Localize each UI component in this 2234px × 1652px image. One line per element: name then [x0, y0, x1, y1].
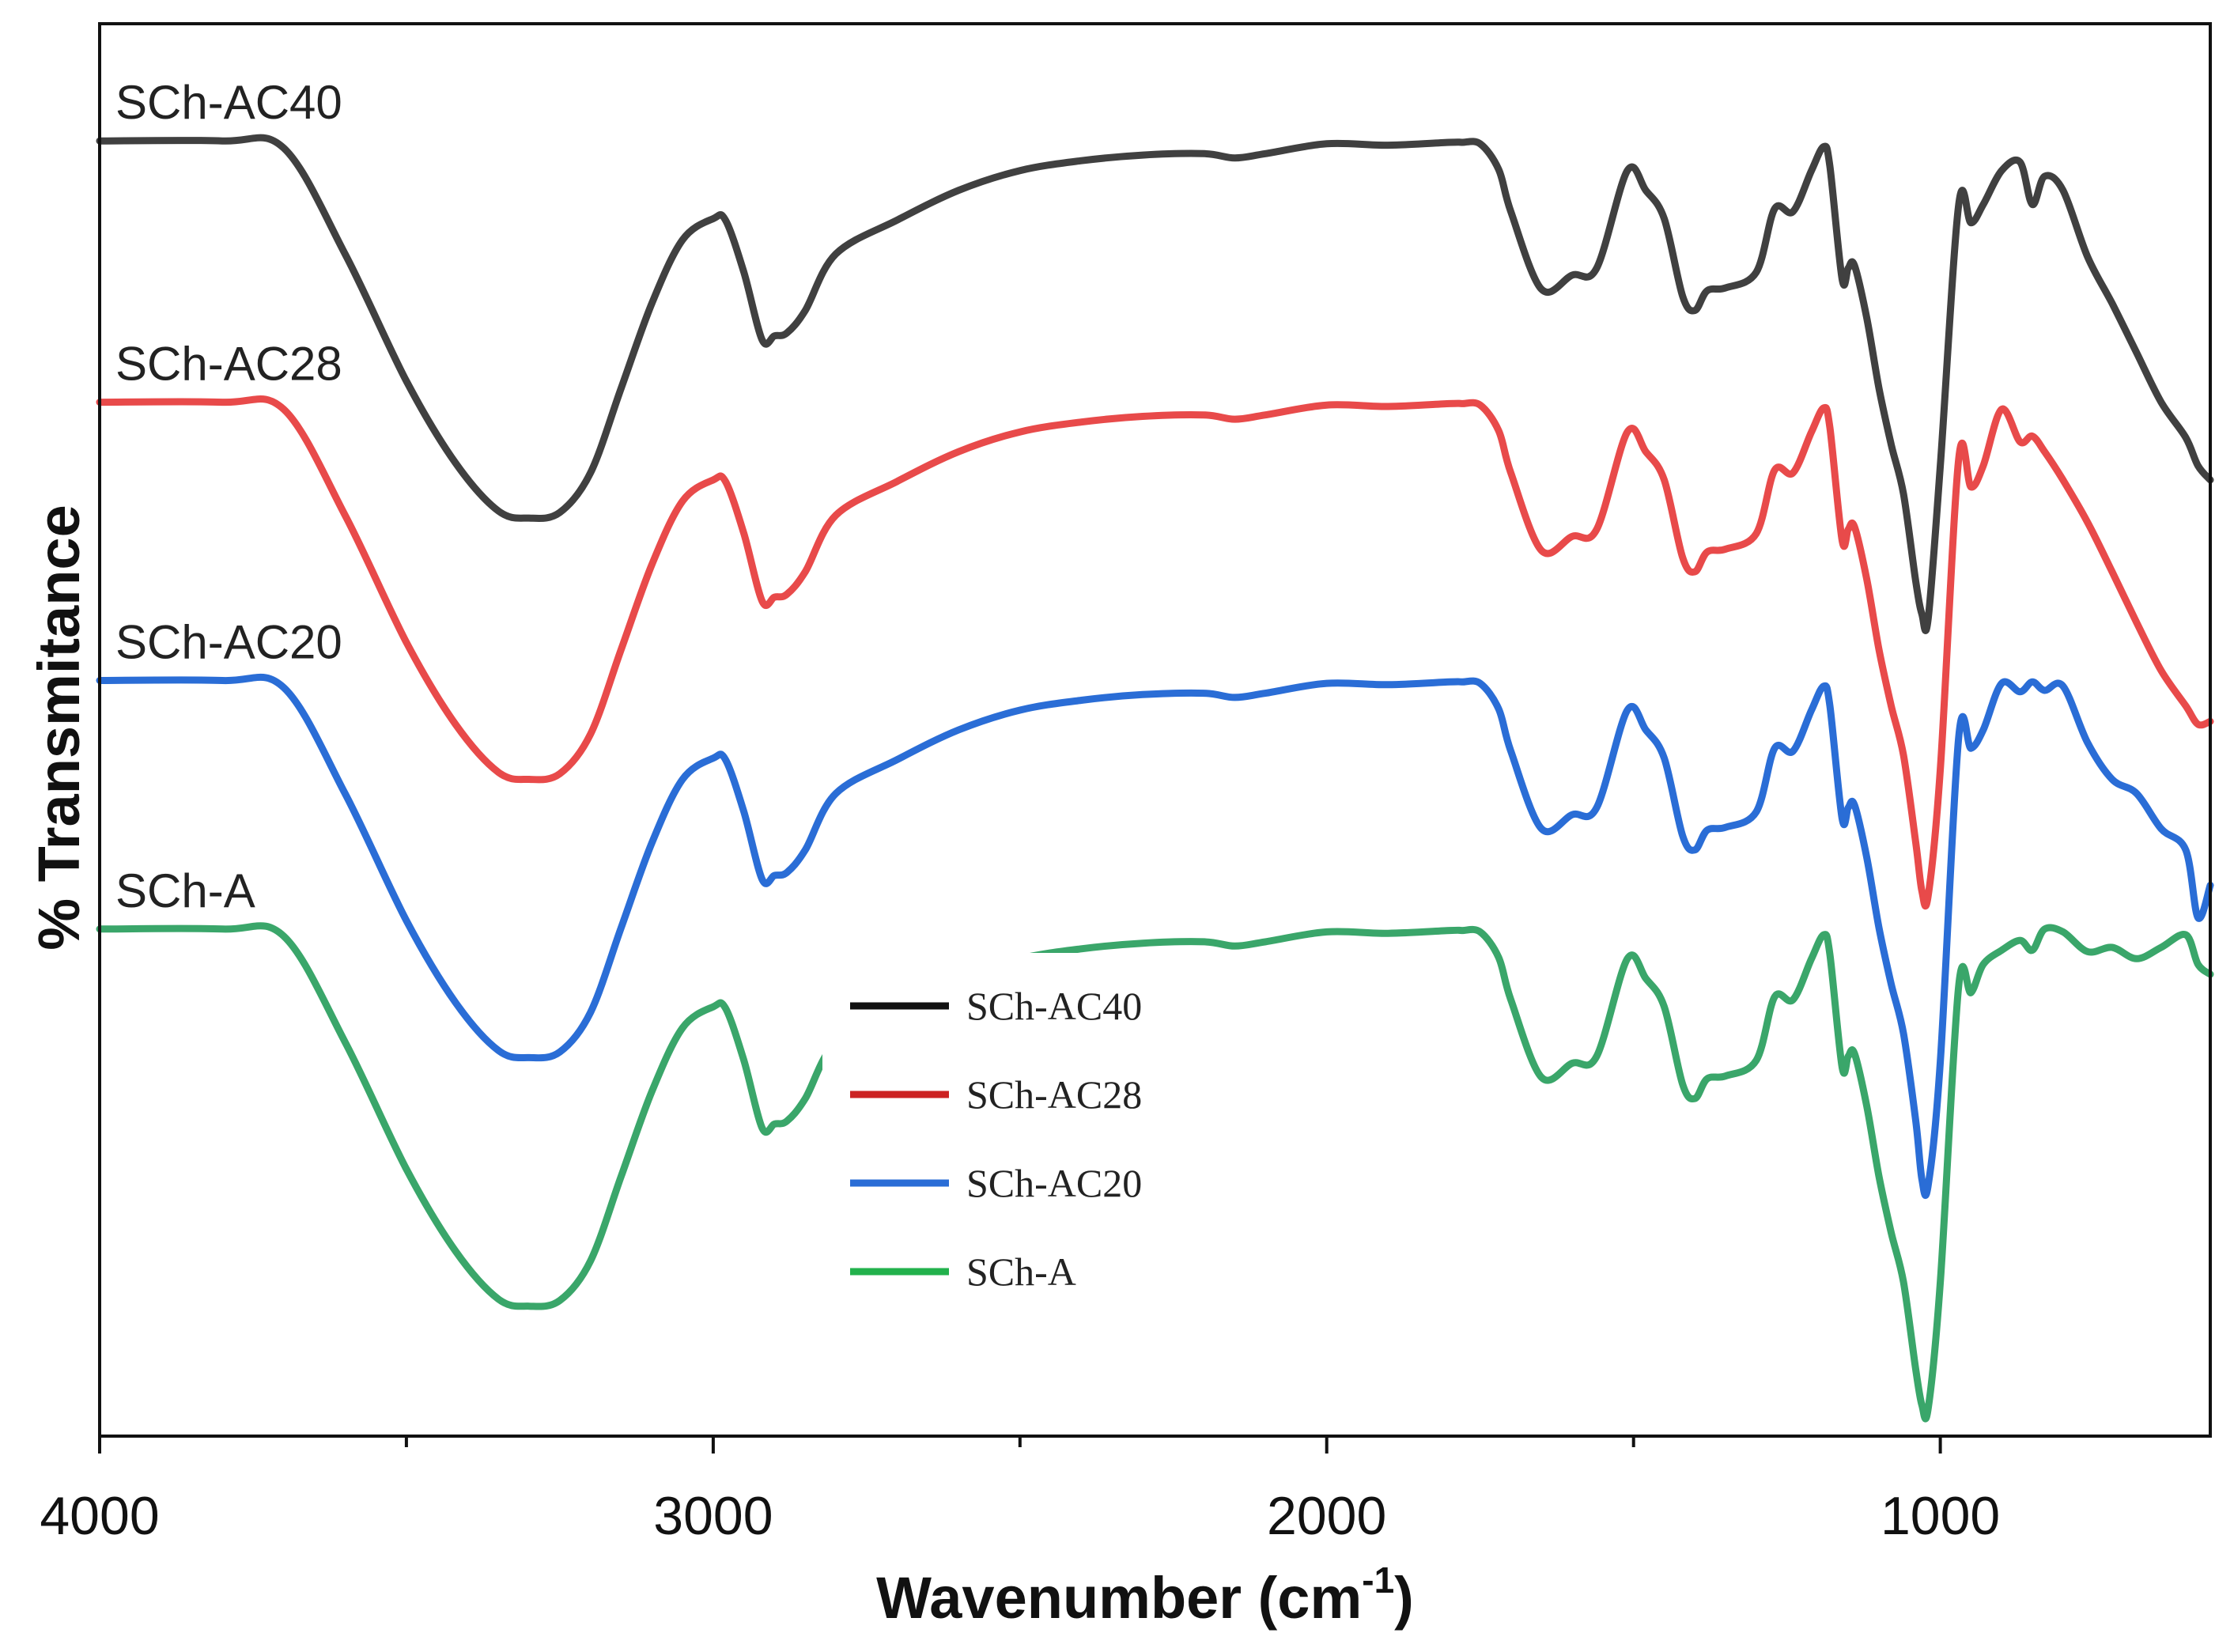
legend-label-sch-ac40: SCh-AC40	[966, 984, 1142, 1028]
curve-labels: SCh-AC40 SCh-AC28 SCh-AC20 SCh-A	[115, 76, 342, 917]
x-axis-title-close: )	[1394, 1565, 1414, 1631]
x-tick-label: 4000	[40, 1486, 159, 1546]
curve-label-sch-a: SCh-A	[115, 864, 255, 917]
series-layer	[96, 134, 2214, 1423]
legend: SCh-AC40 SCh-AC28 SCh-AC20 SCh-A	[850, 984, 1142, 1294]
legend-label-sch-a: SCh-A	[966, 1249, 1076, 1294]
curve-label-sch-ac28: SCh-AC28	[115, 338, 342, 391]
plot-frame	[98, 22, 2212, 1438]
x-axis-title-sup: -1	[1362, 1559, 1394, 1601]
x-axis-title: Wavenumber (cm-1)	[876, 1559, 1414, 1631]
series-line-sch-ac40	[96, 134, 2214, 634]
legend-label-sch-ac28: SCh-AC28	[966, 1072, 1142, 1117]
series-line-sch-a	[96, 922, 2214, 1423]
legend-box	[822, 953, 1202, 1325]
legend-label-sch-ac20: SCh-AC20	[966, 1161, 1142, 1205]
curve-label-sch-ac40: SCh-AC40	[115, 76, 342, 129]
x-axis-title-text: Wavenumber (cm	[876, 1565, 1362, 1631]
series-line-sch-ac20	[96, 673, 2214, 1200]
x-tick-label: 3000	[653, 1486, 773, 1546]
series-line-sch-ac28	[96, 395, 2214, 910]
x-axis-ticks: 4000 3000 2000 1000	[40, 1436, 2000, 1546]
x-tick-label: 2000	[1267, 1486, 1386, 1546]
curve-label-sch-ac20: SCh-AC20	[115, 616, 342, 669]
x-tick-label: 1000	[1881, 1486, 2000, 1546]
y-axis-title: % Transmitance	[26, 505, 92, 950]
